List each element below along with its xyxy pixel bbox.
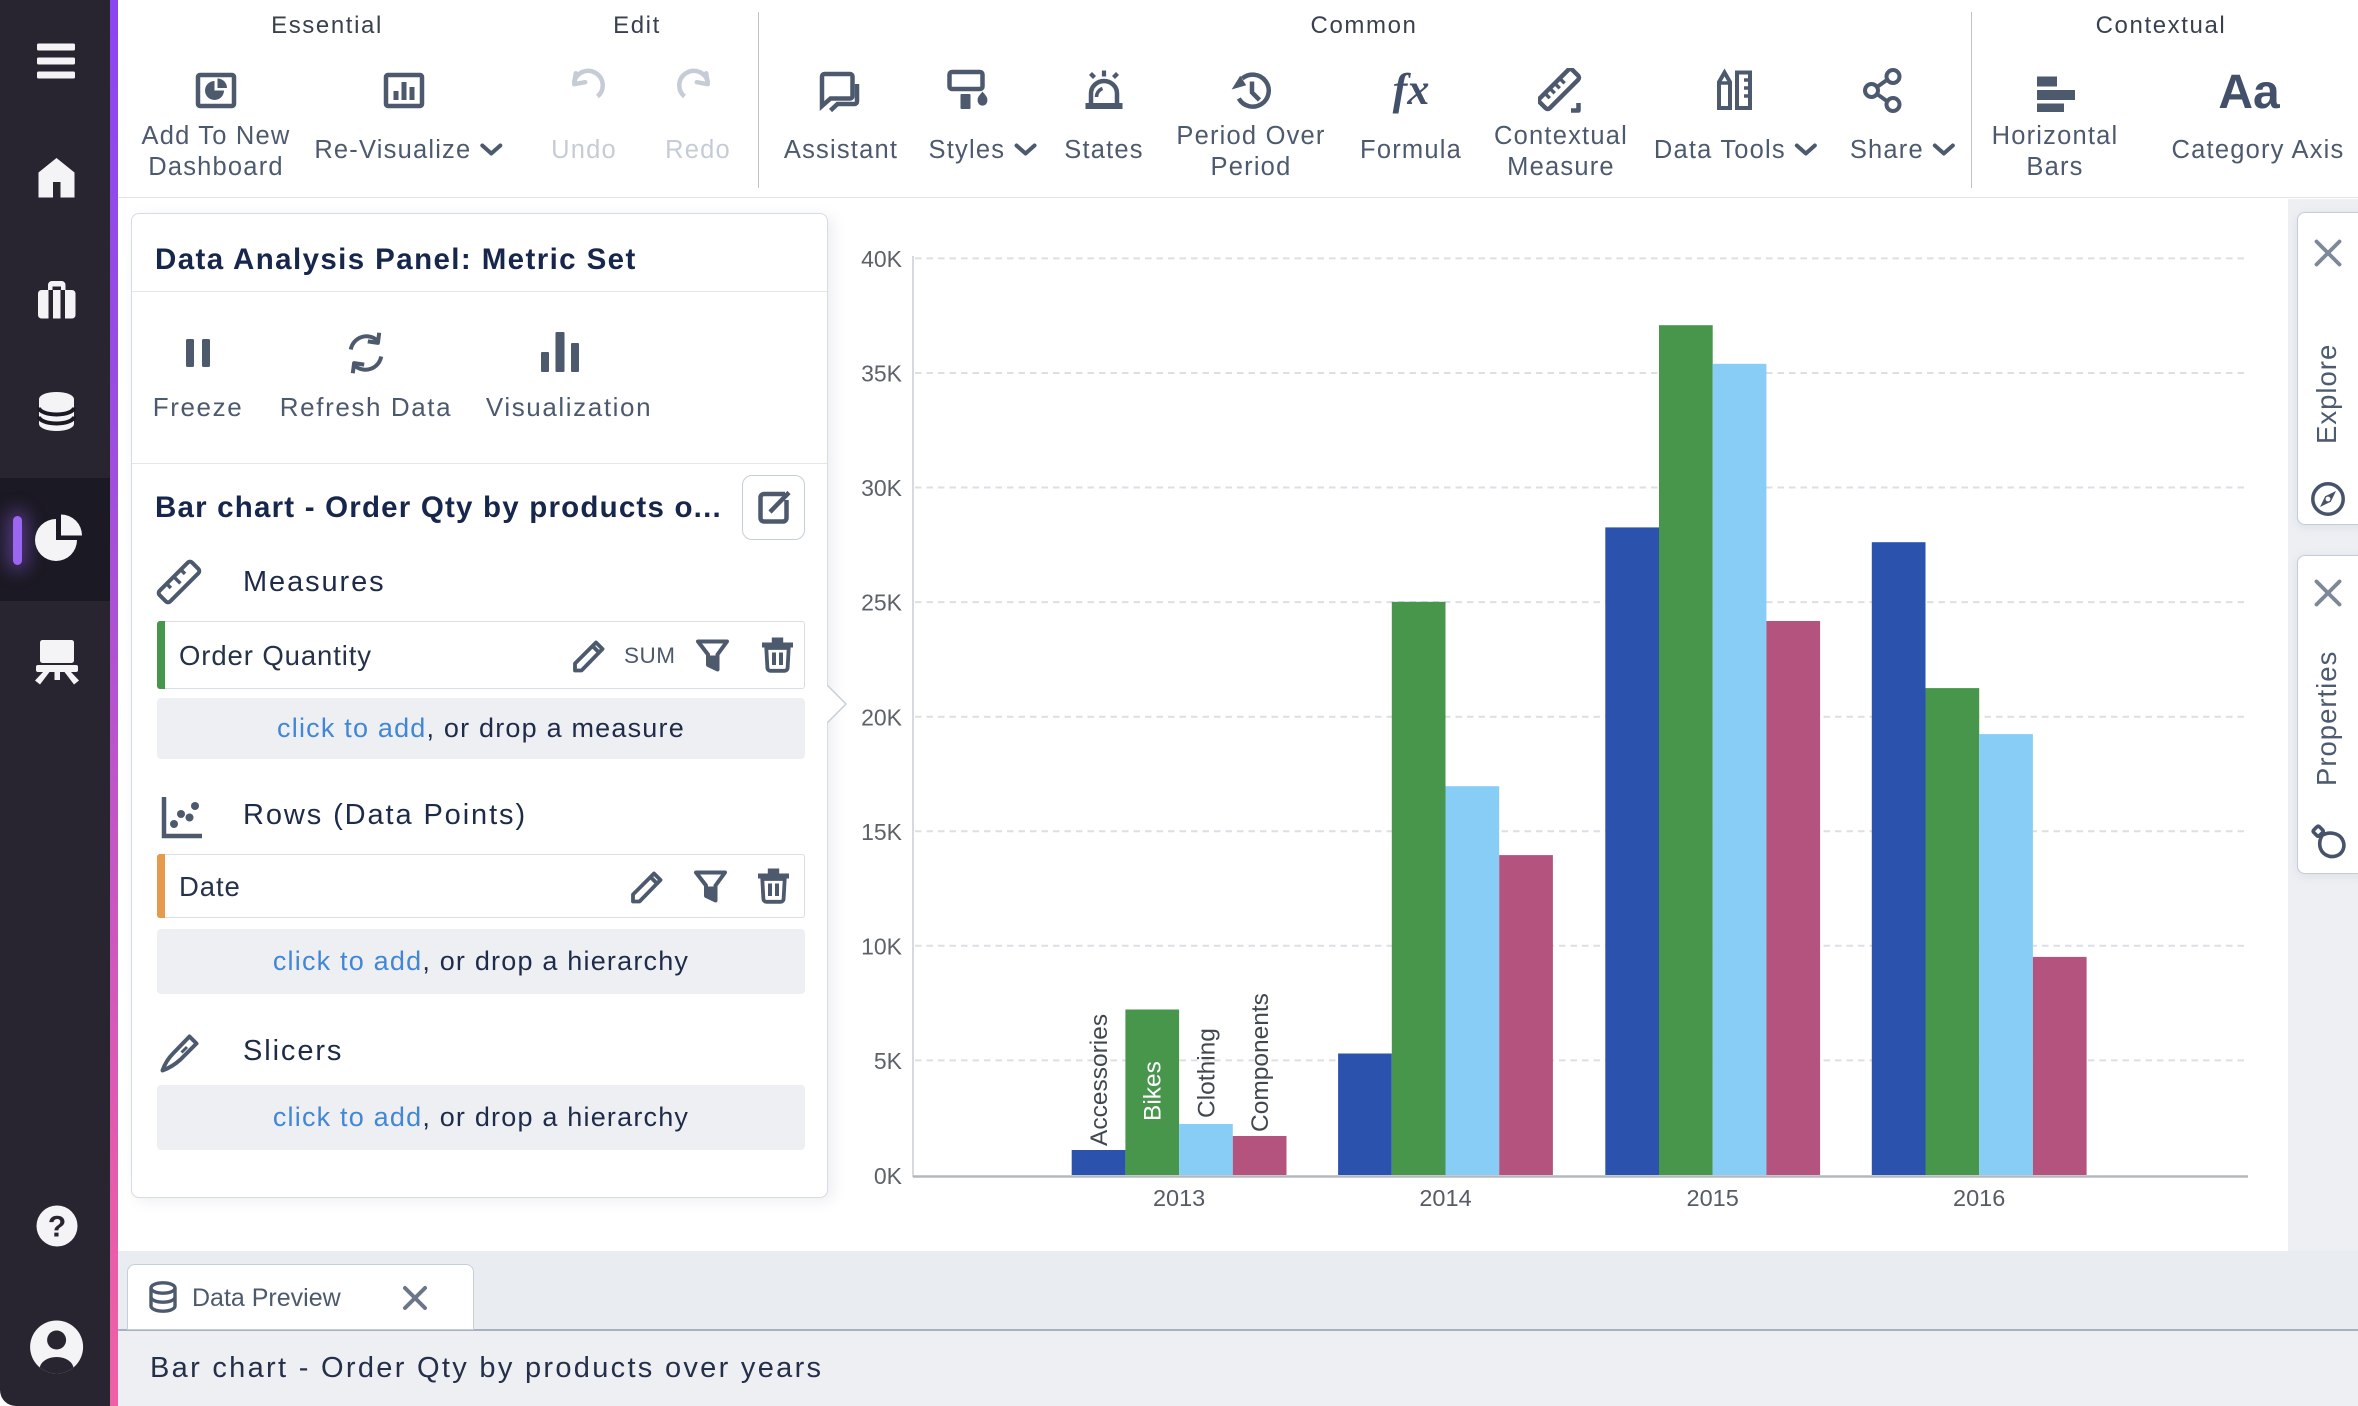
svg-text:35K: 35K — [861, 361, 903, 387]
svg-text:Clothing: Clothing — [1193, 1028, 1220, 1118]
svg-text:2013: 2013 — [1153, 1185, 1205, 1211]
svg-text:2015: 2015 — [1687, 1185, 1739, 1211]
svg-text:0K: 0K — [874, 1163, 903, 1189]
svg-text:15K: 15K — [861, 819, 903, 845]
svg-text:30K: 30K — [861, 475, 903, 501]
svg-text:Aa: Aa — [2219, 68, 2280, 116]
svg-text:20K: 20K — [861, 704, 903, 730]
svg-text:40K: 40K — [861, 246, 903, 272]
svg-text:Accessories: Accessories — [1086, 1014, 1113, 1146]
svg-text:5K: 5K — [874, 1048, 903, 1074]
svg-text:2014: 2014 — [1419, 1185, 1471, 1211]
svg-text:?: ? — [48, 1211, 66, 1244]
svg-text:Components: Components — [1247, 993, 1274, 1132]
svg-text:Bikes: Bikes — [1140, 1061, 1167, 1121]
svg-text:2016: 2016 — [1953, 1185, 2005, 1211]
svg-text:10K: 10K — [861, 933, 903, 959]
svg-text:25K: 25K — [861, 590, 903, 616]
svg-text:fx: fx — [1393, 68, 1430, 114]
